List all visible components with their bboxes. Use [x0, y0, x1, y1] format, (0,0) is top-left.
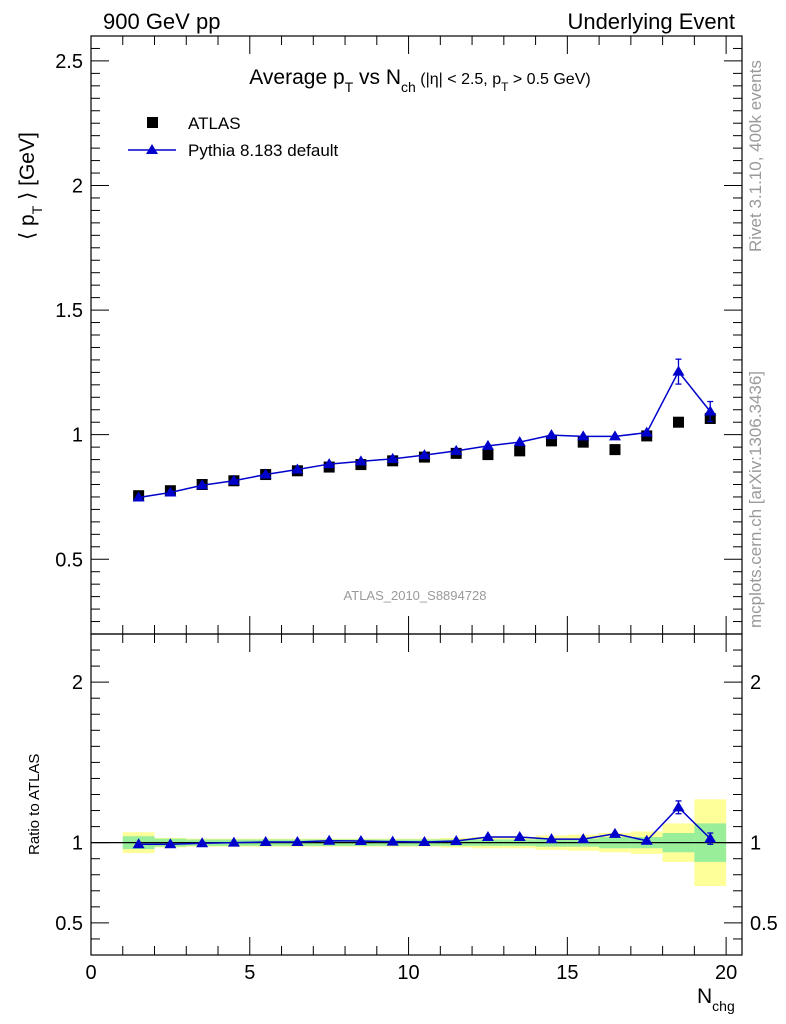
main-ytick-label: 1 [72, 425, 83, 447]
ratio-ylabel: Ratio to ATLAS [26, 754, 43, 855]
mcplots-label: mcplots.cern.ch [arXiv:1306.3436] [746, 371, 765, 628]
pythia-point [291, 463, 304, 474]
legend: ATLAS Pythia 8.183 default [128, 114, 339, 160]
ratio-point [196, 837, 209, 848]
ratio-point [323, 834, 336, 845]
ratio-point [291, 836, 304, 847]
pythia-line [138, 370, 711, 499]
header-right: Underlying Event [567, 9, 735, 34]
ratio-ytick-label-right: 2 [750, 672, 761, 694]
ratio-ytick-label-right: 0.5 [750, 913, 778, 935]
main-data-series [132, 358, 717, 502]
legend-atlas-label: ATLAS [188, 114, 241, 133]
header-left: 900 GeV pp [103, 9, 220, 34]
pythia-point [608, 430, 621, 441]
atlas-point [514, 445, 526, 457]
ratio-ytick-label: 1 [72, 833, 83, 855]
pythia-point [450, 444, 463, 455]
atlas-point [482, 449, 494, 461]
pythia-point [418, 449, 431, 460]
ratio-point [354, 835, 367, 846]
xtick-label: 0 [85, 962, 96, 984]
ratio-point [132, 838, 145, 849]
pythia-point [577, 430, 590, 441]
pythia-point [196, 479, 209, 490]
ratio-point [259, 836, 272, 847]
main-panel: 0.5 1 1.5 2 2.5 ATLAS_2010_S8894728 Average … [16, 35, 743, 635]
analysis-watermark: ATLAS_2010_S8894728 [344, 588, 487, 603]
main-ytick-labels: 0.5 1 1.5 2 2.5 [55, 51, 83, 571]
atlas-point [609, 444, 621, 456]
xlabel: Nchg [697, 985, 735, 1014]
ratio-point [450, 835, 463, 846]
pythia-point [481, 439, 494, 450]
pythia-point [132, 491, 145, 502]
ratio-point [164, 838, 177, 849]
ratio-point [481, 831, 494, 842]
ratio-point [577, 833, 590, 844]
main-title: Average pT vs Nch (|η| < 2.5, pT > 0.5 G… [249, 66, 590, 95]
main-ylabel: ⟨ pT ⟩ [GeV] [16, 132, 45, 240]
atlas-point [672, 416, 684, 428]
main-ytick-label: 2 [72, 176, 83, 198]
pythia-point [164, 486, 177, 497]
legend-pythia-marker [146, 144, 158, 154]
ratio-data-series [132, 800, 717, 849]
ratio-point [545, 833, 558, 844]
ratio-point [386, 835, 399, 846]
xtick-label: 5 [244, 962, 255, 984]
ratio-point [608, 827, 621, 838]
pythia-point [640, 426, 653, 437]
xtick-labels: 0 5 10 15 20 [85, 962, 737, 984]
atlas-point [577, 436, 589, 448]
legend-atlas-marker [147, 117, 158, 128]
legend-pythia-label: Pythia 8.183 default [188, 141, 339, 160]
main-axis-ticks [90, 35, 742, 634]
xtick-label: 15 [556, 962, 578, 984]
rivet-label: Rivet 3.1.10, 400k events [746, 60, 765, 252]
pythia-point [386, 452, 399, 463]
ratio-axis-ticks [90, 634, 742, 955]
ratio-ytick-label-right: 1 [750, 833, 761, 855]
pythia-point [354, 455, 367, 466]
main-ytick-label: 2.5 [55, 51, 83, 73]
pythia-point [259, 468, 272, 479]
atlas-point [545, 435, 557, 447]
ratio-point [513, 831, 526, 842]
pythia-point [323, 458, 336, 469]
ratio-point [418, 836, 431, 847]
ratio-frame [90, 633, 743, 956]
pythia-point [545, 429, 558, 440]
xtick-label: 20 [715, 962, 737, 984]
ratio-ytick-label: 2 [72, 672, 83, 694]
ratio-point [640, 834, 653, 845]
main-ytick-label: 0.5 [55, 549, 83, 571]
pythia-point [513, 436, 526, 447]
ratio-point [704, 832, 717, 843]
ratio-point [672, 801, 685, 812]
ratio-ytick-label: 0.5 [55, 913, 83, 935]
ratio-panel: 0.5 0.5 1 1 2 2 0 5 10 15 20 Ratio to ATLAS Nchg [26, 633, 778, 1014]
ratio-point [227, 836, 240, 847]
xtick-label: 10 [397, 962, 419, 984]
pythia-point [227, 474, 240, 485]
ratio-ytick-labels: 0.5 0.5 1 1 2 2 [55, 672, 778, 935]
main-ytick-label: 1.5 [55, 300, 83, 322]
pythia-point [672, 365, 685, 376]
pythia-point [704, 405, 717, 416]
